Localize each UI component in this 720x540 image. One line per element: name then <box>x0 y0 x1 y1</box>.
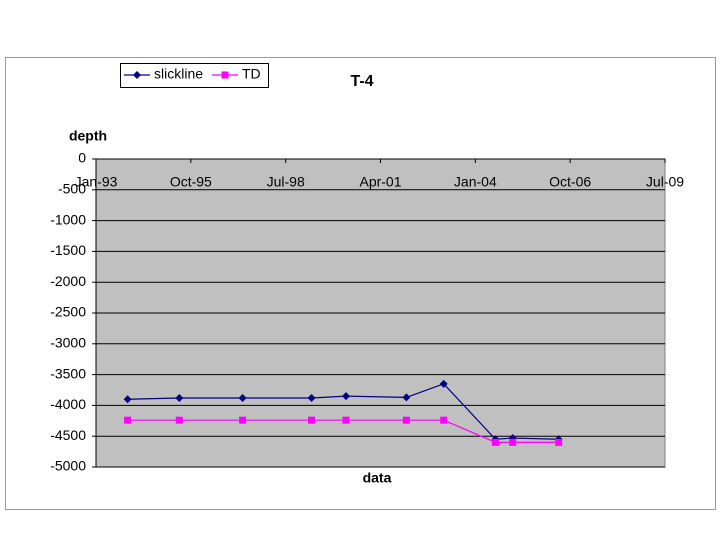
data-point <box>175 416 183 424</box>
data-point <box>440 416 448 424</box>
data-point <box>402 393 411 402</box>
data-point <box>342 416 350 424</box>
y-tick-label: -5000 <box>50 458 86 474</box>
data-point <box>238 394 247 403</box>
y-tick-label: -3000 <box>50 335 86 351</box>
data-point <box>124 416 132 424</box>
x-tick-label: Jul-98 <box>267 174 305 190</box>
legend-marker <box>133 71 141 79</box>
y-tick-label: -2500 <box>50 304 86 320</box>
series-line <box>127 419 559 443</box>
y-tick-label: -3500 <box>50 365 86 381</box>
data-point <box>175 394 184 403</box>
data-point <box>555 438 563 446</box>
data-point <box>307 394 316 403</box>
y-tick-label: -4000 <box>50 396 86 412</box>
x-tick-label: Apr-01 <box>359 174 401 190</box>
data-point <box>509 438 517 446</box>
x-tick-label: Jan-93 <box>75 174 118 190</box>
y-tick-label: -1000 <box>50 211 86 227</box>
x-axis-title: data <box>363 470 392 486</box>
data-point <box>308 416 316 424</box>
series-line <box>127 383 559 440</box>
data-point <box>342 392 351 401</box>
y-tick-label: -4500 <box>50 427 86 443</box>
y-tick-label: -500 <box>58 181 86 197</box>
data-point <box>239 416 247 424</box>
legend-label: TD <box>242 66 261 82</box>
x-tick-label: Oct-95 <box>170 174 212 190</box>
legend-label: slickline <box>154 66 203 82</box>
x-tick-label: Jan-04 <box>454 174 497 190</box>
data-point <box>491 438 499 446</box>
x-tick-label: Jul-09 <box>646 174 684 190</box>
y-tick-label: -2000 <box>50 273 86 289</box>
y-tick-label: -1500 <box>50 242 86 258</box>
data-point <box>123 395 132 404</box>
data-point <box>439 379 448 388</box>
data-point <box>402 416 410 424</box>
y-tick-label: 0 <box>78 150 86 166</box>
legend-marker <box>221 71 229 79</box>
chart-title: T-4 <box>350 73 373 90</box>
y-axis-title: depth <box>69 128 107 144</box>
x-tick-label: Oct-06 <box>549 174 591 190</box>
